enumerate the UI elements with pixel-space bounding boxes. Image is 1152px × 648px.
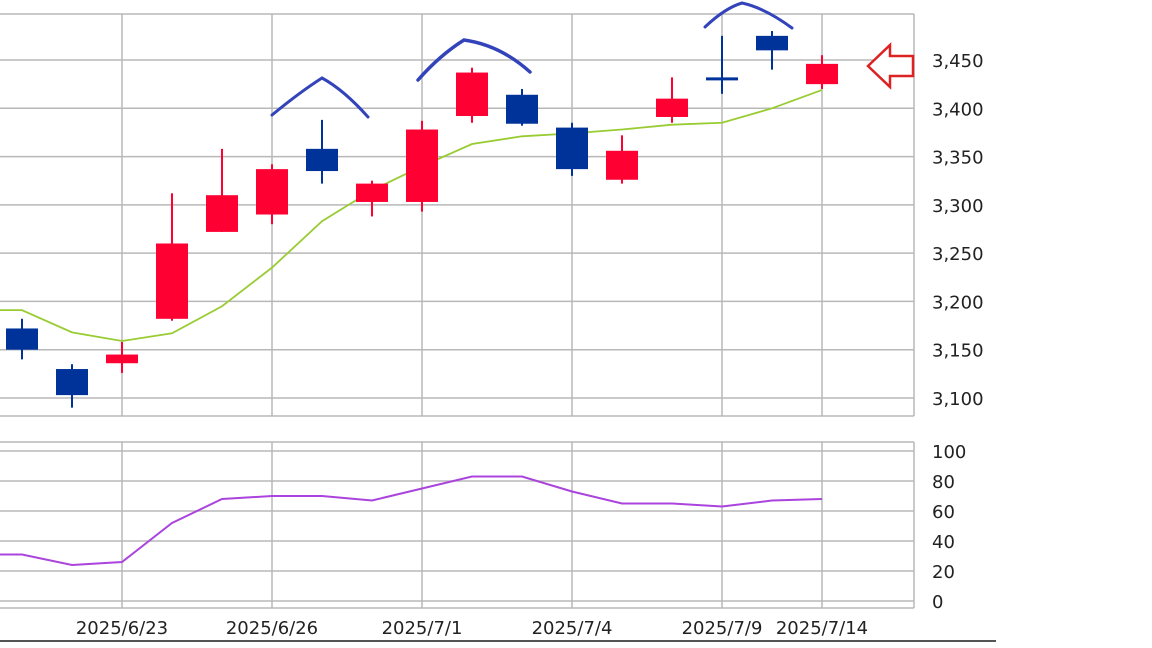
- candle-down: [306, 119, 338, 184]
- candle-body: [556, 127, 588, 170]
- candle-body: [656, 98, 688, 117]
- arrow-left-icon: [866, 42, 915, 90]
- candle-body: [56, 369, 88, 396]
- osc-tick-label: 0: [932, 592, 943, 613]
- price-tick-label: 3,300: [932, 196, 984, 217]
- annotation-arc: [703, 1, 794, 30]
- osc-tick-label: 40: [932, 532, 955, 553]
- date-tick-label: 2025/7/4: [532, 618, 613, 639]
- candle-up: [456, 67, 488, 123]
- candle-body: [356, 183, 388, 202]
- date-tick-label: 2025/6/26: [226, 618, 318, 639]
- candle-body: [506, 94, 538, 124]
- candle-up: [256, 164, 288, 225]
- candle-body: [606, 150, 638, 180]
- candle-body: [456, 72, 488, 117]
- candle-up: [206, 148, 238, 232]
- candle-down: [56, 364, 88, 408]
- osc-tick-label: 20: [932, 562, 955, 583]
- candle-down: [506, 88, 538, 126]
- label-layer: 3,450 3,400 3,350 3,300 3,250 3,200 3,150 3,100…: [76, 51, 984, 639]
- candle-body: [256, 169, 288, 215]
- candle-up: [356, 180, 388, 217]
- price-tick-label: 3,450: [932, 51, 984, 72]
- price-tick-label: 3,150: [932, 341, 984, 362]
- annotation-layer: [270, 1, 915, 119]
- candle-up: [156, 193, 188, 321]
- candle-up: [656, 77, 688, 123]
- date-tick-label: 2025/6/23: [76, 618, 168, 639]
- candle-body: [706, 77, 738, 81]
- candle-body: [106, 354, 138, 364]
- date-tick-label: 2025/7/9: [682, 618, 763, 639]
- price-tick-label: 3,250: [932, 244, 984, 265]
- candle-body: [756, 35, 788, 51]
- moving-average-line: [0, 89, 823, 342]
- osc-tick-label: 60: [932, 502, 955, 523]
- annotation-arc: [416, 38, 532, 82]
- candle-up: [806, 55, 838, 89]
- price-tick-label: 3,350: [932, 148, 984, 169]
- annotation-arc: [270, 76, 370, 119]
- candle-up: [406, 120, 438, 212]
- osc-tick-label: 80: [932, 472, 955, 493]
- candle-body: [806, 63, 838, 85]
- price-tick-label: 3,400: [932, 99, 984, 120]
- oscillator-line: [0, 475, 823, 567]
- candle-up: [106, 341, 138, 373]
- candle-down: [6, 318, 38, 360]
- series-layer: [0, 31, 838, 567]
- candle-down: [706, 35, 738, 94]
- candle-body: [206, 195, 238, 232]
- candle-down: [756, 31, 788, 70]
- date-tick-label: 2025/7/1: [382, 618, 463, 639]
- candle-down: [556, 122, 588, 176]
- price-tick-label: 3,100: [932, 389, 984, 410]
- grid-layer: [0, 13, 996, 642]
- candle-body: [406, 129, 438, 202]
- candle-body: [306, 148, 338, 172]
- date-tick-label: 2025/7/14: [776, 618, 868, 639]
- candle-body: [6, 328, 38, 350]
- osc-tick-label: 100: [932, 442, 966, 463]
- candle-up: [606, 135, 638, 184]
- price-tick-label: 3,200: [932, 292, 984, 313]
- candle-body: [156, 243, 188, 319]
